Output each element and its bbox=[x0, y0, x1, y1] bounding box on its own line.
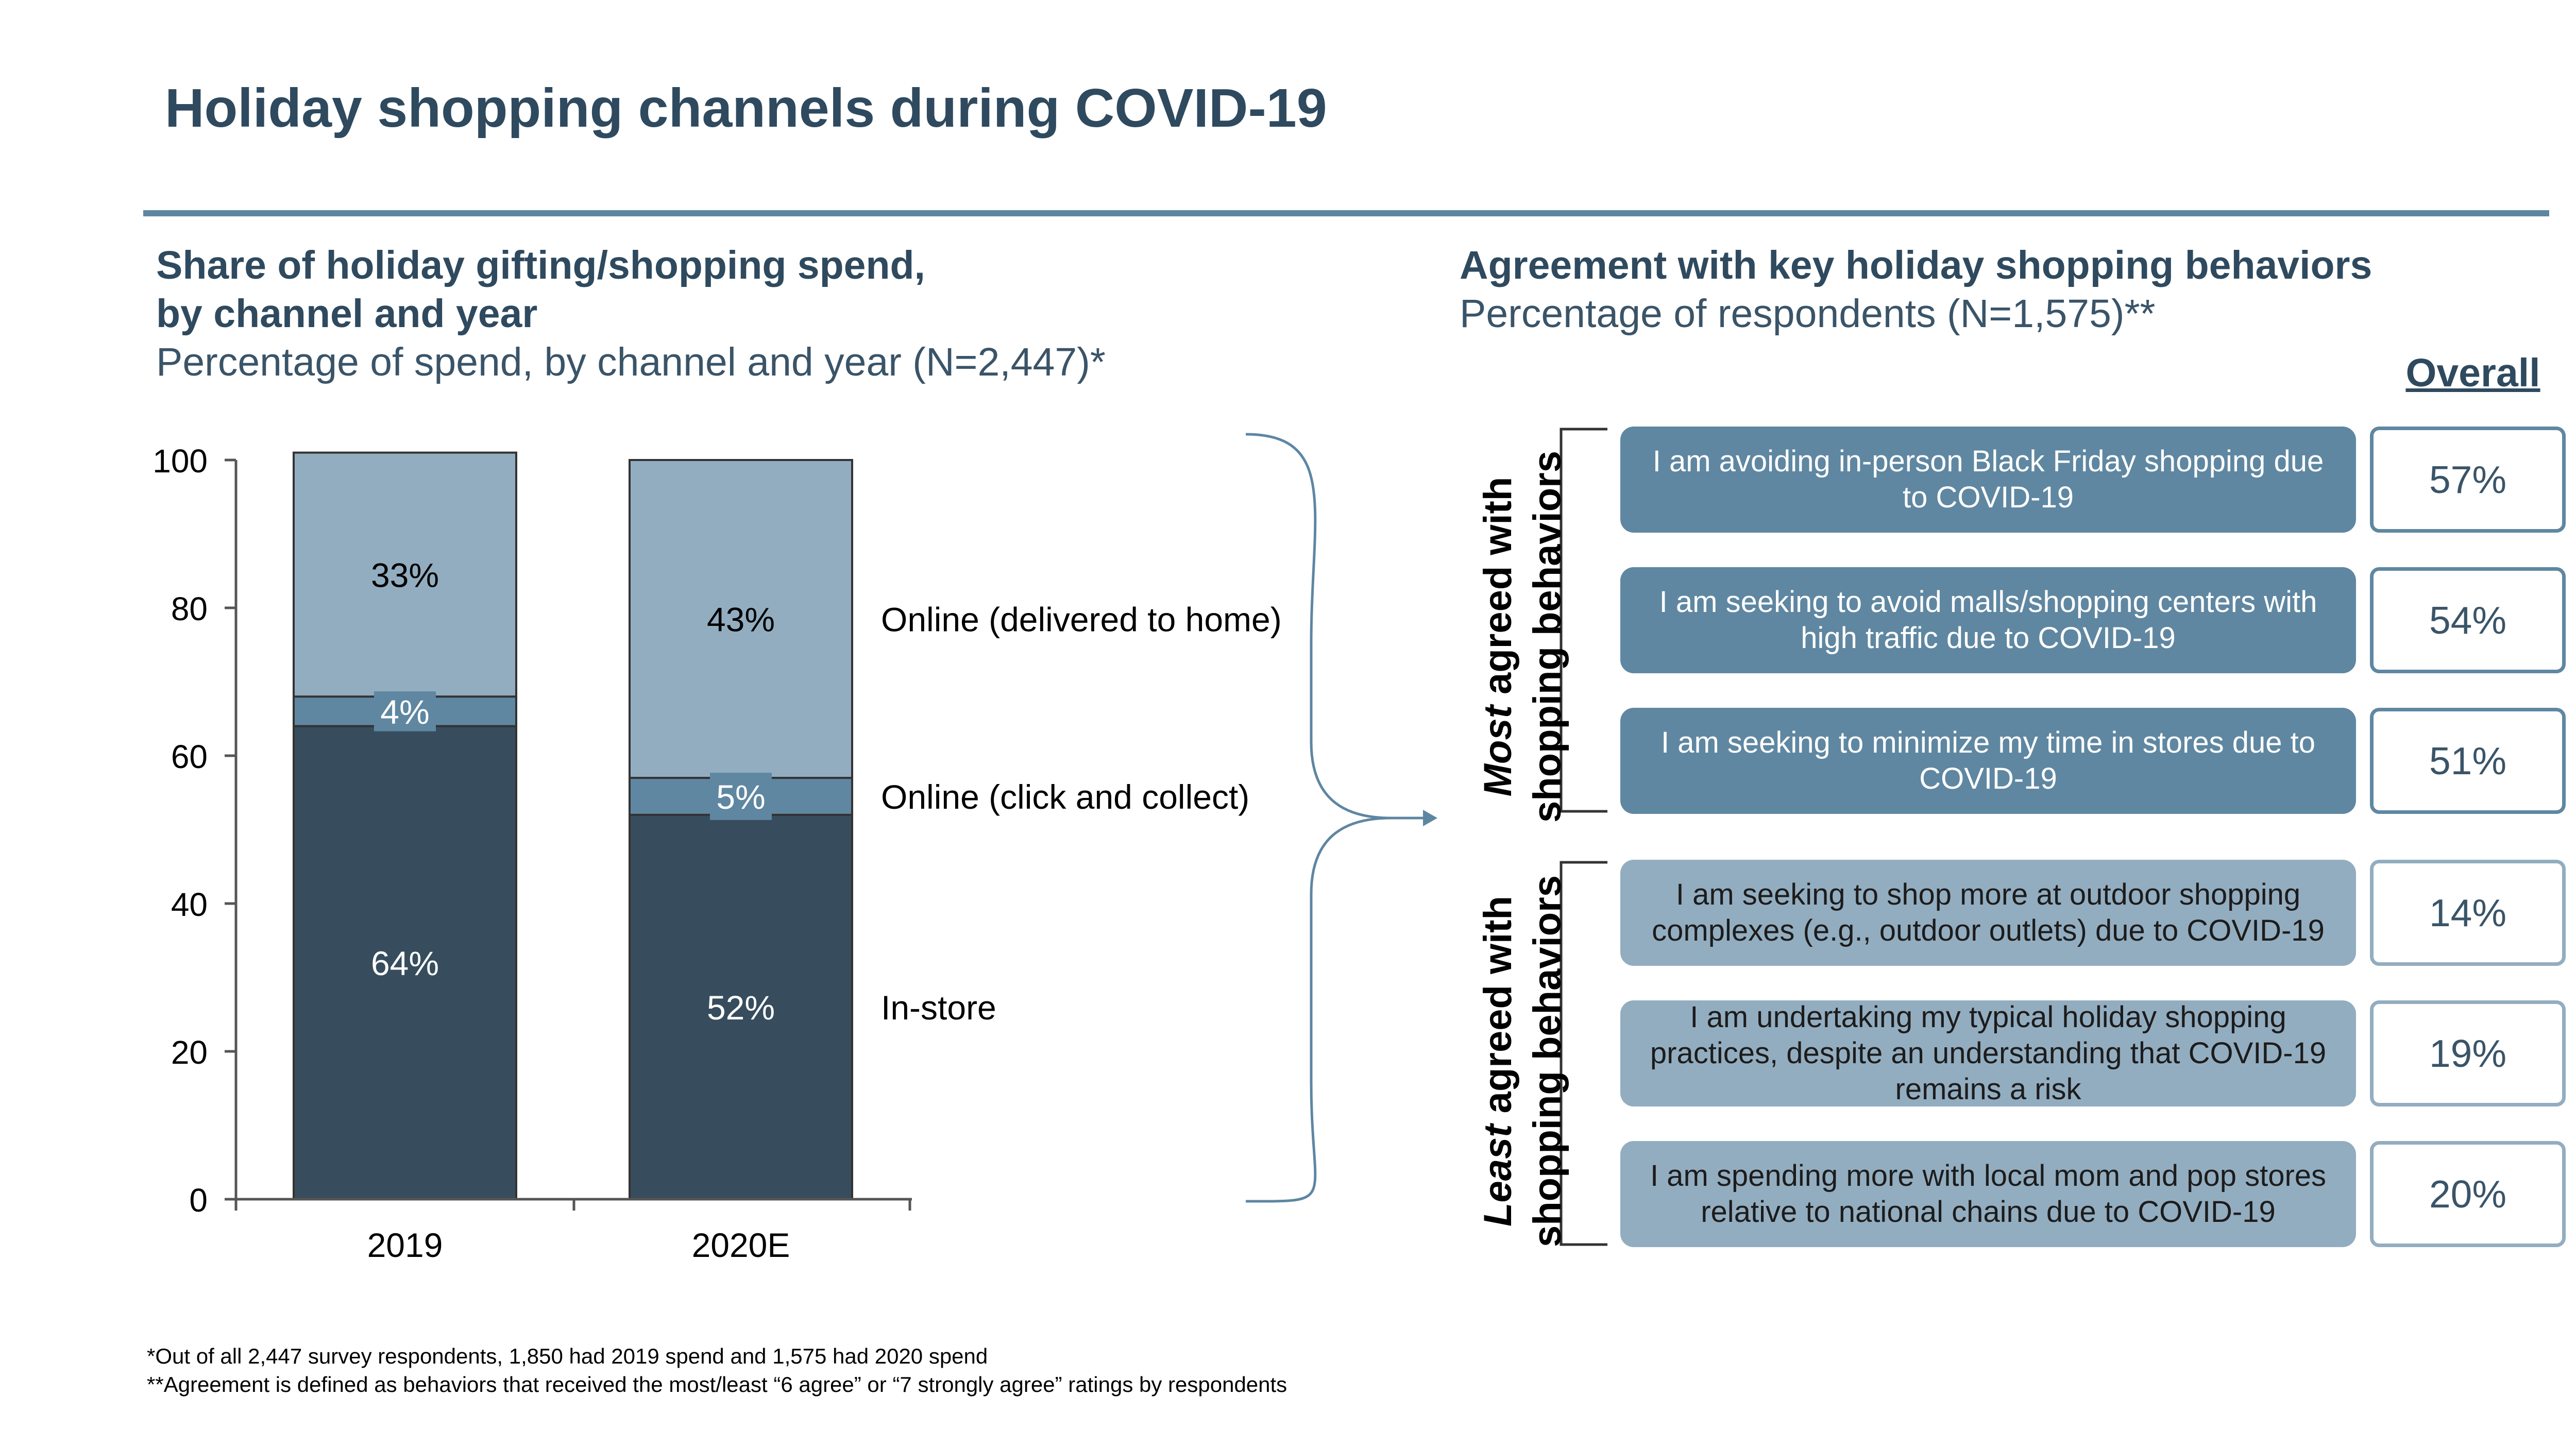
series-label: Online (click and collect) bbox=[881, 778, 1249, 816]
behavior-card: I am undertaking my typical holiday shop… bbox=[1620, 1000, 2356, 1106]
x-tick-label: 2019 bbox=[367, 1226, 443, 1264]
segment-label-background bbox=[374, 691, 436, 731]
overall-percent-box: 20% bbox=[2370, 1141, 2566, 1247]
bar-segment bbox=[629, 459, 853, 779]
page-title: Holiday shopping channels during COVID-1… bbox=[165, 78, 1327, 139]
connector-brace bbox=[1245, 433, 1392, 1203]
left-panel-title-line2: by channel and year bbox=[156, 292, 538, 336]
footnote-1: *Out of all 2,447 survey respondents, 1,… bbox=[147, 1344, 988, 1368]
behavior-card: I am seeking to avoid malls/shopping cen… bbox=[1620, 567, 2356, 673]
least-label-rest: agreed with bbox=[1476, 896, 1520, 1125]
stacked-bar-chart: 64% 4% 33% 52% 5% 43% 0 20 40 60 80 100 2019 2020E In-… bbox=[152, 428, 1607, 1264]
most-agreed-label: Most agreed with shopping behaviors bbox=[1473, 444, 1577, 830]
behavior-card: I am avoiding in-person Black Friday sho… bbox=[1620, 427, 2356, 533]
series-label: In-store bbox=[881, 989, 996, 1027]
y-tick-label: 20 bbox=[171, 1034, 208, 1071]
data-label: 43% bbox=[707, 601, 775, 639]
data-label: 4% bbox=[380, 693, 429, 731]
most-label-emphasis: Most bbox=[1476, 705, 1520, 797]
title-divider bbox=[143, 210, 2549, 216]
bar-segment bbox=[629, 813, 853, 1201]
overall-percent-box: 54% bbox=[2370, 567, 2566, 673]
footnote-2: **Agreement is defined as behaviors that… bbox=[147, 1372, 1287, 1397]
overall-percent-box: 14% bbox=[2370, 860, 2566, 966]
y-tick-label: 40 bbox=[171, 886, 208, 923]
connector-arrow-head bbox=[1423, 810, 1437, 826]
least-label-emphasis: Least bbox=[1476, 1124, 1520, 1227]
most-label-rest: agreed with bbox=[1476, 476, 1520, 706]
data-label: 33% bbox=[371, 556, 439, 594]
y-tick-label: 60 bbox=[171, 738, 208, 775]
most-label-line2: shopping behaviors bbox=[1526, 450, 1569, 823]
x-tick-label: 2020E bbox=[692, 1226, 790, 1264]
least-label-line2: shopping behaviors bbox=[1526, 875, 1569, 1248]
overall-percent-box: 51% bbox=[2370, 708, 2566, 814]
least-agreed-label: Least agreed with shopping behaviors bbox=[1473, 868, 1577, 1254]
behavior-card: I am spending more with local mom and po… bbox=[1620, 1141, 2356, 1247]
overall-percent-box: 19% bbox=[2370, 1000, 2566, 1106]
left-panel-subtitle: Percentage of spend, by channel and year… bbox=[156, 340, 1106, 384]
segment-label-background bbox=[710, 773, 772, 820]
right-panel-title: Agreement with key holiday shopping beha… bbox=[1460, 243, 2372, 287]
most-group-bracket bbox=[1560, 428, 1607, 813]
behavior-card: I am seeking to minimize my time in stor… bbox=[1620, 708, 2356, 814]
least-group-bracket bbox=[1560, 861, 1607, 1246]
y-tick-label: 0 bbox=[189, 1182, 208, 1219]
series-label: Online (delivered to home) bbox=[881, 601, 1282, 639]
left-panel-title-line1: Share of holiday gifting/shopping spend, bbox=[156, 243, 925, 287]
data-label: 5% bbox=[716, 778, 765, 816]
right-panel-subtitle: Percentage of respondents (N=1,575)** bbox=[1460, 292, 2156, 336]
y-tick-label: 100 bbox=[152, 442, 208, 480]
behavior-card: I am seeking to shop more at outdoor sho… bbox=[1620, 860, 2356, 966]
data-label: 64% bbox=[371, 944, 439, 982]
overall-column-header: Overall bbox=[2405, 351, 2540, 395]
right-panel-heading: Agreement with key holiday shopping beha… bbox=[1460, 241, 2372, 338]
bar-segment bbox=[293, 451, 517, 698]
y-tick-label: 80 bbox=[171, 590, 208, 627]
data-label: 52% bbox=[707, 989, 775, 1027]
overall-percent-box: 57% bbox=[2370, 427, 2566, 533]
bar-segment bbox=[293, 725, 517, 1200]
left-panel-heading: Share of holiday gifting/shopping spend,… bbox=[156, 241, 1106, 386]
